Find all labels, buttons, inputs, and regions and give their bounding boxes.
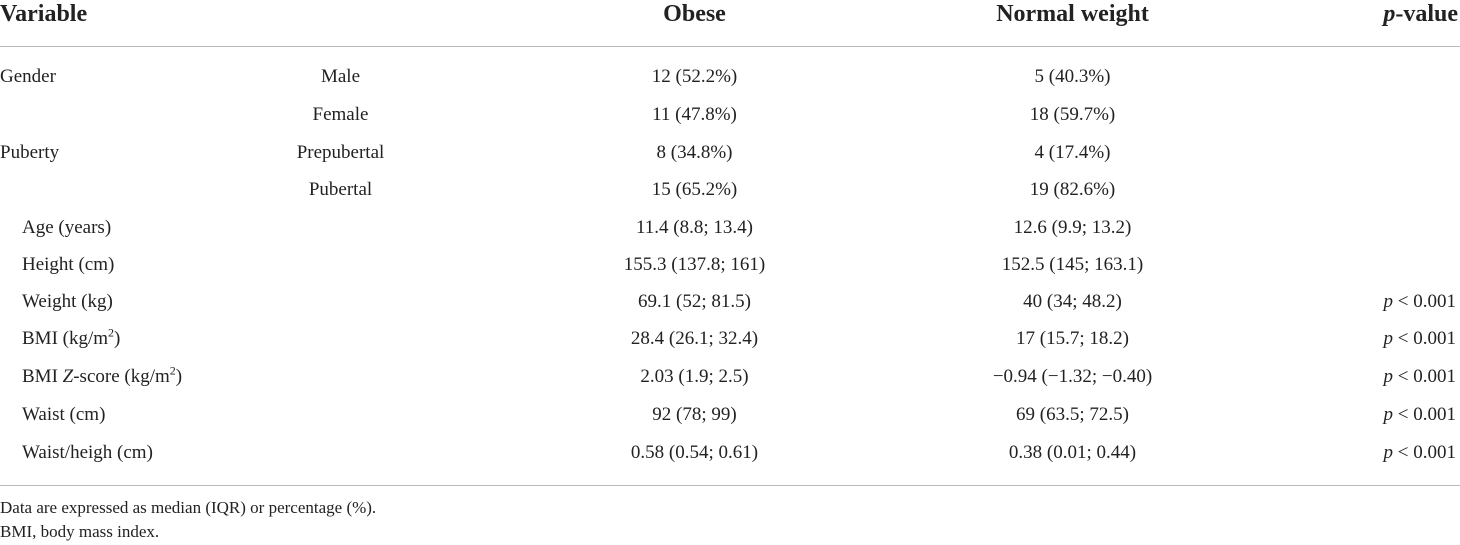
row-subgroup: Pubertal	[308, 179, 373, 200]
footer-rule	[0, 485, 1460, 486]
row-normal-value: −0.94 (−1.32; −0.40)	[992, 366, 1153, 387]
row-p-value: p < 0.001	[1383, 328, 1456, 349]
header-rule	[0, 46, 1460, 47]
header-p-value: p-value	[1383, 1, 1458, 27]
row-obese-value: 155.3 (137.8; 161)	[623, 254, 766, 275]
footnote: Data are expressed as median (IQR) or pe…	[0, 498, 377, 517]
row-normal-value: 152.5 (145; 163.1)	[1001, 254, 1144, 275]
row-obese-value: 0.58 (0.54; 0.61)	[630, 442, 759, 463]
row-variable: Waist (cm)	[22, 404, 106, 425]
row-subgroup: Male	[320, 66, 361, 87]
row-variable: Weight (kg)	[22, 291, 113, 312]
row-obese-value: 11 (47.8%)	[652, 104, 737, 125]
row-obese-value: 2.03 (1.9; 2.5)	[640, 366, 749, 387]
header-variable: Variable	[0, 1, 88, 27]
header-obese: Obese	[663, 1, 726, 27]
footnote: BMI, body mass index.	[0, 522, 160, 541]
row-subgroup: Prepubertal	[296, 142, 385, 163]
row-variable: Gender	[0, 66, 56, 87]
row-variable: Puberty	[0, 142, 60, 163]
row-obese-value: 92 (78; 99)	[652, 404, 737, 425]
row-obese-value: 8 (34.8%)	[656, 142, 733, 163]
row-p-value: p < 0.001	[1383, 404, 1456, 425]
row-normal-value: 19 (82.6%)	[1029, 179, 1116, 200]
row-normal-value: 12.6 (9.9; 13.2)	[1013, 217, 1132, 238]
row-obese-value: 15 (65.2%)	[651, 179, 738, 200]
row-subgroup: Female	[312, 104, 369, 125]
row-normal-value: 40 (34; 48.2)	[1023, 291, 1122, 312]
row-variable: BMI Z-score (kg/m2)	[22, 363, 183, 387]
row-normal-value: 5 (40.3%)	[1034, 66, 1111, 87]
row-normal-value: 69 (63.5; 72.5)	[1016, 404, 1129, 425]
row-p-value: p < 0.001	[1383, 442, 1456, 463]
row-normal-value: 0.38 (0.01; 0.44)	[1008, 442, 1137, 463]
row-variable: Waist/heigh (cm)	[22, 442, 153, 463]
row-obese-value: 11.4 (8.8; 13.4)	[636, 217, 753, 238]
row-obese-value: 12 (52.2%)	[651, 66, 738, 87]
row-obese-value: 28.4 (26.1; 32.4)	[630, 328, 759, 349]
row-p-value: p < 0.001	[1383, 366, 1456, 387]
row-variable: Age (years)	[22, 217, 112, 238]
row-variable: BMI (kg/m2)	[22, 325, 121, 349]
row-normal-value: 18 (59.7%)	[1029, 104, 1116, 125]
row-p-value: p < 0.001	[1383, 291, 1456, 312]
header-normal-weight: Normal weight	[996, 1, 1149, 27]
row-normal-value: 4 (17.4%)	[1034, 142, 1111, 163]
row-normal-value: 17 (15.7; 18.2)	[1016, 328, 1129, 349]
row-obese-value: 69.1 (52; 81.5)	[638, 291, 751, 312]
row-variable: Height (cm)	[22, 254, 115, 275]
